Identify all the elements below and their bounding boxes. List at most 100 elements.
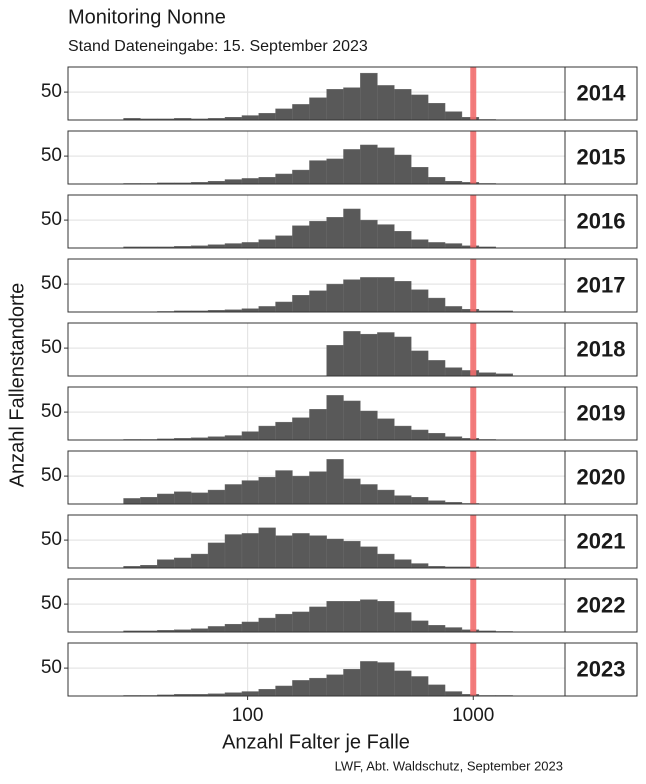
bar: [258, 177, 276, 185]
bar: [377, 85, 395, 121]
bar: [207, 626, 226, 633]
bar: [275, 685, 293, 697]
bar: [258, 239, 276, 249]
x-tick-label: 100: [232, 705, 264, 726]
bar: [394, 559, 412, 569]
bar: [275, 470, 293, 505]
bar: [224, 484, 243, 505]
bar: [360, 277, 378, 313]
bar: [444, 367, 463, 377]
bar: [394, 89, 412, 121]
bar: [309, 677, 327, 697]
facet-label: 2018: [577, 336, 626, 361]
bar: [157, 493, 175, 505]
bar: [309, 290, 327, 313]
bar: [411, 497, 429, 505]
bar: [411, 167, 429, 185]
bar: [360, 333, 378, 377]
bar: [190, 628, 209, 633]
facet-strip: [564, 642, 638, 697]
facet-label: 2019: [577, 400, 626, 425]
bar: [444, 243, 463, 249]
panel-background: [68, 323, 565, 376]
bar: [326, 674, 344, 697]
y-tick-label: 50: [41, 209, 62, 230]
bar: [326, 89, 344, 121]
facet-label: 2022: [577, 592, 626, 617]
bar: [309, 409, 327, 441]
facet-label: 2021: [577, 528, 626, 553]
bar: [207, 489, 226, 505]
bar: [224, 435, 243, 441]
bar: [343, 149, 361, 185]
chart-subtitle: Stand Dateneingabe: 15. September 2023: [68, 38, 368, 55]
bar: [377, 662, 395, 697]
facet-strip: [564, 66, 638, 121]
bar: [326, 158, 344, 185]
y-tick-label: 50: [41, 593, 62, 614]
facet-label: 2015: [577, 144, 626, 169]
bar: [444, 627, 463, 633]
bar: [292, 611, 310, 633]
facet-strip: [564, 194, 638, 249]
bar: [360, 599, 378, 633]
bar: [377, 224, 395, 249]
bar: [411, 350, 429, 377]
bar: [360, 546, 378, 569]
bar: [157, 559, 175, 569]
facet-strip: [564, 514, 638, 569]
bar: [343, 541, 361, 569]
y-tick-label: 50: [41, 529, 62, 550]
bar: [343, 400, 361, 441]
facet-strip: [564, 130, 638, 185]
bar: [258, 477, 276, 505]
bar: [377, 277, 395, 313]
bar: [343, 87, 361, 121]
bar: [377, 418, 395, 441]
bar: [174, 557, 192, 569]
bar: [292, 475, 310, 505]
bar: [224, 623, 243, 633]
bar: [241, 242, 259, 249]
bar: [394, 425, 412, 441]
x-axis-title: Anzahl Falter je Falle: [222, 731, 410, 753]
bar: [377, 601, 395, 633]
bar: [394, 154, 412, 185]
facet-label: 2016: [577, 208, 626, 233]
bar: [394, 495, 412, 505]
bar: [292, 295, 310, 313]
bar: [478, 372, 497, 377]
y-tick-label: 50: [41, 401, 62, 422]
facet-strip: [564, 450, 638, 505]
bar: [427, 684, 446, 697]
bar: [343, 331, 361, 377]
facet-strip: [564, 258, 638, 313]
bar: [343, 208, 361, 249]
bar: [224, 243, 243, 249]
bar: [309, 160, 327, 185]
bar: [292, 169, 310, 185]
bar: [123, 498, 141, 505]
bar: [224, 179, 243, 185]
bar: [309, 97, 327, 121]
y-axis-title: Anzahl Fallenstandorte: [6, 283, 28, 488]
bar: [411, 676, 429, 697]
bar: [377, 553, 395, 569]
bar: [394, 281, 412, 313]
bar: [326, 217, 344, 249]
bar: [275, 301, 293, 313]
chart-title: Monitoring Nonne: [68, 6, 226, 28]
bar: [377, 489, 395, 505]
bar: [241, 431, 259, 441]
bar: [258, 527, 276, 569]
bar: [326, 601, 344, 633]
bar: [292, 417, 310, 441]
bar: [377, 332, 395, 377]
bar: [360, 410, 378, 441]
bar: [190, 553, 209, 569]
bar: [309, 606, 327, 633]
bar: [140, 497, 158, 505]
bar: [360, 661, 378, 697]
bar: [309, 221, 327, 249]
